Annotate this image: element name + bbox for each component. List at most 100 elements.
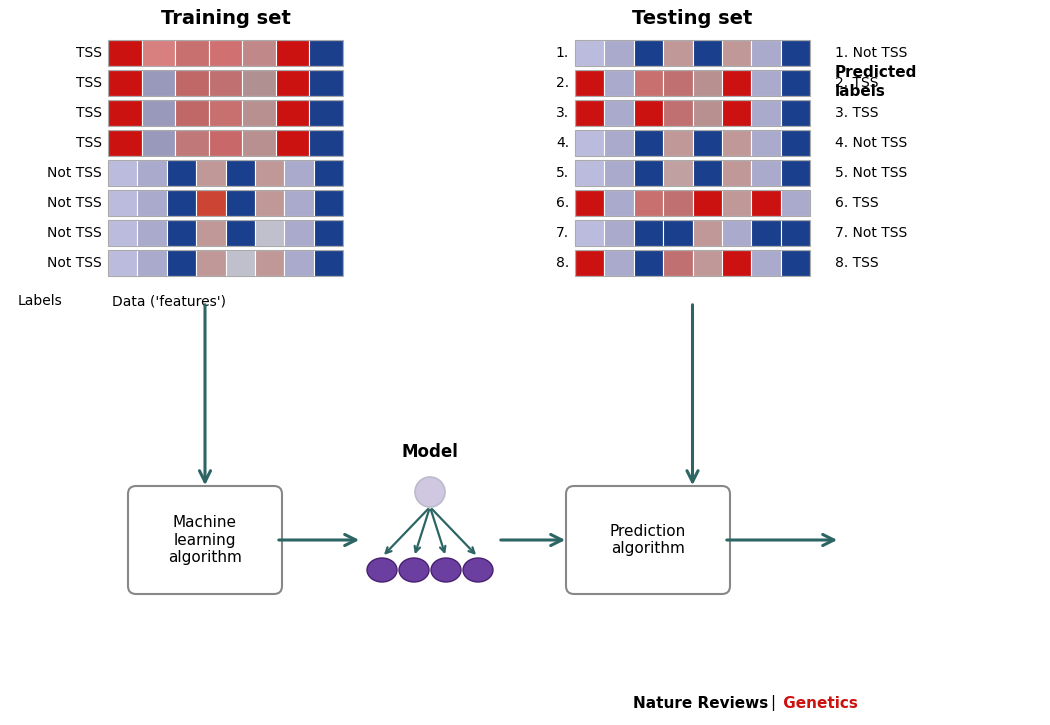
Bar bbox=[575, 250, 810, 276]
Text: Predicted
labels: Predicted labels bbox=[835, 65, 918, 99]
Bar bbox=[751, 100, 780, 126]
Bar bbox=[226, 190, 255, 216]
Text: Training set: Training set bbox=[161, 9, 291, 28]
Bar bbox=[575, 40, 810, 66]
Bar bbox=[575, 70, 810, 96]
Bar bbox=[722, 190, 751, 216]
Bar bbox=[722, 40, 751, 66]
Bar bbox=[605, 70, 634, 96]
Bar bbox=[780, 40, 810, 66]
Bar bbox=[575, 70, 605, 96]
Bar bbox=[108, 250, 138, 276]
Text: 2.: 2. bbox=[555, 76, 569, 90]
Bar bbox=[310, 100, 343, 126]
Bar bbox=[108, 40, 343, 66]
Bar bbox=[108, 70, 343, 96]
Text: 7. Not TSS: 7. Not TSS bbox=[835, 226, 907, 240]
Bar bbox=[780, 190, 810, 216]
Text: TSS: TSS bbox=[76, 106, 102, 120]
Bar bbox=[310, 40, 343, 66]
Bar bbox=[285, 160, 314, 186]
Bar bbox=[226, 250, 255, 276]
Text: Genetics: Genetics bbox=[778, 695, 858, 710]
Text: Prediction
algorithm: Prediction algorithm bbox=[610, 523, 686, 556]
Bar bbox=[255, 220, 285, 246]
Bar bbox=[142, 100, 175, 126]
Text: 5. Not TSS: 5. Not TSS bbox=[835, 166, 907, 180]
Bar bbox=[605, 220, 634, 246]
Bar bbox=[310, 130, 343, 156]
Text: Not TSS: Not TSS bbox=[47, 166, 102, 180]
Bar bbox=[209, 100, 243, 126]
Bar bbox=[575, 190, 810, 216]
Bar bbox=[605, 160, 634, 186]
Bar bbox=[780, 70, 810, 96]
Bar bbox=[751, 250, 780, 276]
Bar bbox=[722, 220, 751, 246]
Text: 4.: 4. bbox=[555, 136, 569, 150]
Bar bbox=[243, 100, 276, 126]
Bar bbox=[780, 160, 810, 186]
Bar bbox=[108, 100, 142, 126]
Bar bbox=[142, 70, 175, 96]
Bar bbox=[634, 160, 664, 186]
Bar bbox=[285, 220, 314, 246]
Bar bbox=[780, 130, 810, 156]
Text: TSS: TSS bbox=[76, 46, 102, 60]
Bar bbox=[634, 250, 664, 276]
Ellipse shape bbox=[463, 558, 494, 582]
Bar bbox=[693, 40, 722, 66]
Bar bbox=[108, 160, 343, 186]
Text: 5.: 5. bbox=[555, 166, 569, 180]
Bar bbox=[664, 130, 693, 156]
Bar bbox=[780, 220, 810, 246]
Bar bbox=[751, 220, 780, 246]
Bar bbox=[722, 160, 751, 186]
Bar bbox=[605, 100, 634, 126]
Bar bbox=[167, 160, 196, 186]
Bar bbox=[693, 220, 722, 246]
Bar bbox=[575, 190, 605, 216]
Bar bbox=[108, 190, 138, 216]
Bar bbox=[196, 160, 226, 186]
Text: 8.: 8. bbox=[555, 256, 569, 270]
Text: 1. Not TSS: 1. Not TSS bbox=[835, 46, 907, 60]
Bar bbox=[108, 220, 138, 246]
Bar bbox=[196, 190, 226, 216]
Bar bbox=[142, 130, 175, 156]
FancyBboxPatch shape bbox=[128, 486, 282, 594]
Bar bbox=[276, 130, 310, 156]
Text: 2. TSS: 2. TSS bbox=[835, 76, 879, 90]
Text: Data ('features'): Data ('features') bbox=[112, 294, 226, 308]
Bar bbox=[751, 130, 780, 156]
Bar bbox=[314, 250, 343, 276]
Bar bbox=[605, 250, 634, 276]
Text: TSS: TSS bbox=[76, 76, 102, 90]
Bar bbox=[285, 250, 314, 276]
Ellipse shape bbox=[399, 558, 429, 582]
Bar bbox=[255, 190, 285, 216]
Bar bbox=[575, 220, 810, 246]
Text: 8. TSS: 8. TSS bbox=[835, 256, 879, 270]
Bar bbox=[108, 130, 343, 156]
Bar bbox=[664, 220, 693, 246]
Bar bbox=[310, 70, 343, 96]
Bar bbox=[243, 130, 276, 156]
Bar bbox=[175, 70, 209, 96]
Bar bbox=[575, 160, 810, 186]
Bar bbox=[175, 130, 209, 156]
Text: 4. Not TSS: 4. Not TSS bbox=[835, 136, 907, 150]
Bar bbox=[255, 160, 285, 186]
Bar bbox=[664, 190, 693, 216]
Bar bbox=[138, 190, 167, 216]
Bar bbox=[138, 220, 167, 246]
Bar bbox=[285, 190, 314, 216]
Text: Nature Reviews: Nature Reviews bbox=[633, 695, 768, 710]
Bar bbox=[209, 70, 243, 96]
Bar bbox=[634, 70, 664, 96]
Text: |: | bbox=[771, 695, 776, 711]
Bar bbox=[108, 250, 343, 276]
Text: Labels: Labels bbox=[18, 294, 63, 308]
Bar bbox=[196, 220, 226, 246]
Circle shape bbox=[415, 477, 445, 507]
